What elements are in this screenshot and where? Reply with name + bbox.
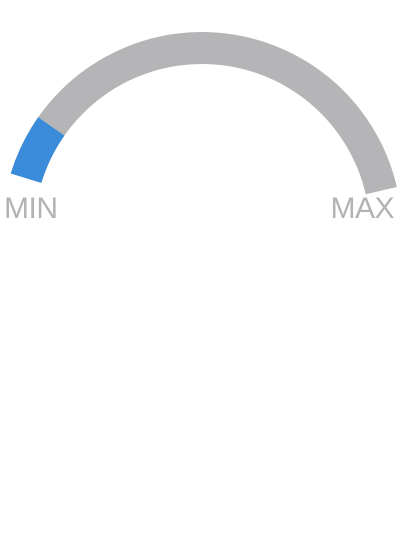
gauge-max-label: MAX bbox=[330, 192, 394, 225]
gauge-fill bbox=[10, 117, 65, 183]
gauge-min-label: MIN bbox=[4, 192, 58, 225]
gauge-track bbox=[10, 32, 397, 195]
